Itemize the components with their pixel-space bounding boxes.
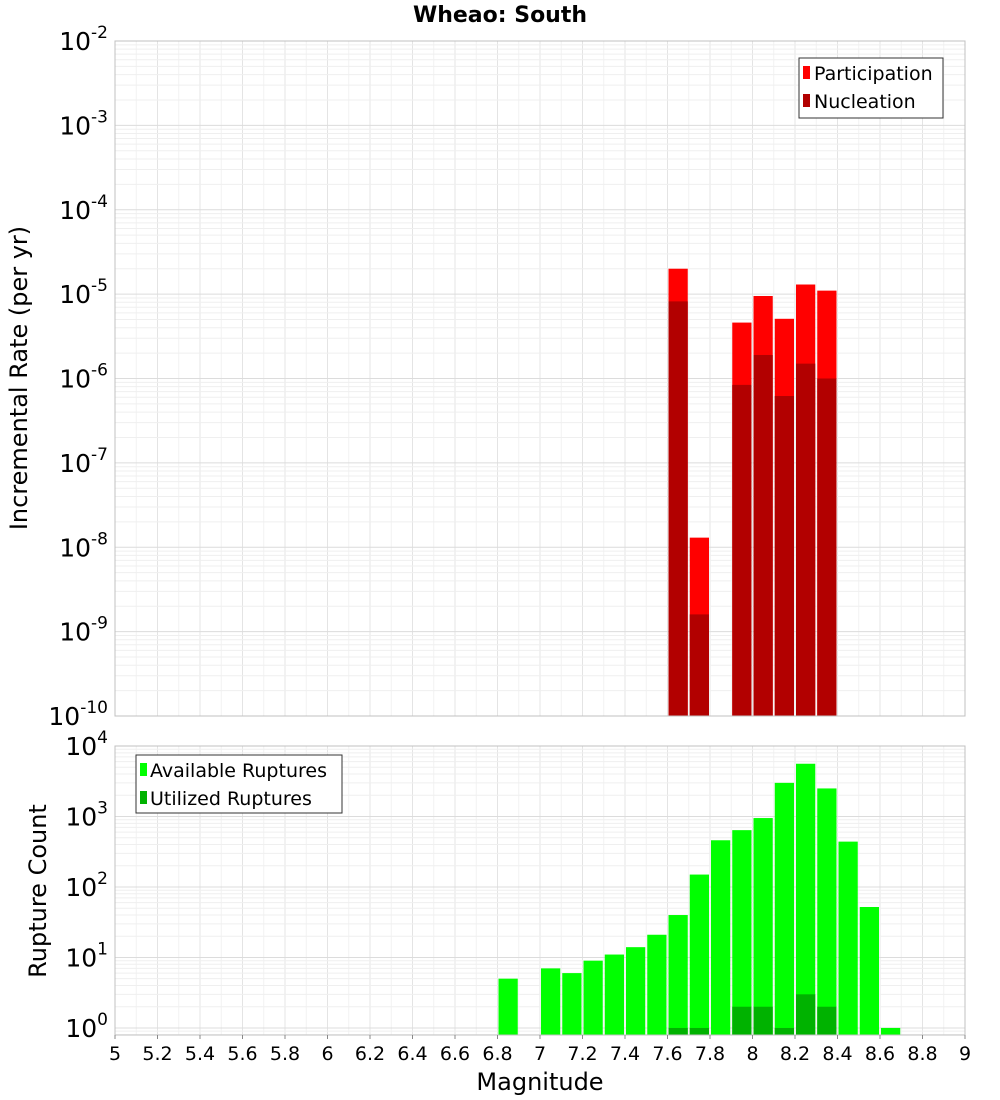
count-legend-box <box>135 754 343 814</box>
available-ruptures-bar <box>647 934 667 1035</box>
count-y-tick-label: 103 <box>65 798 108 831</box>
nucleation-bar <box>732 384 752 716</box>
x-tick-label: 8.8 <box>907 1043 937 1065</box>
rate-grid <box>114 40 966 717</box>
x-tick-label: 6.2 <box>355 1043 385 1065</box>
rate-y-tick-label: 10-10 <box>48 698 108 731</box>
available-ruptures-bar <box>541 968 561 1035</box>
utilized-swatch <box>140 791 147 804</box>
x-tick-label: 5.4 <box>185 1043 215 1065</box>
utilized-ruptures-bar <box>668 1027 688 1035</box>
utilized-ruptures-bar <box>753 1006 773 1035</box>
available-ruptures-bar <box>796 763 816 1035</box>
count-y-axis-label: Rupture Count <box>24 804 52 978</box>
utilized-ruptures-bar <box>689 1027 709 1035</box>
x-tick-label: 8.2 <box>780 1043 810 1065</box>
participation-legend-label: Participation <box>814 63 933 85</box>
available-ruptures-bar <box>668 915 688 1035</box>
available-ruptures-bar <box>689 874 709 1035</box>
available-ruptures-bar <box>498 978 518 1035</box>
rate-y-tick-label: 10-7 <box>59 445 108 478</box>
available-legend-label: Available Ruptures <box>150 760 327 782</box>
x-tick-label: 6 <box>321 1043 333 1065</box>
available-ruptures-bar <box>753 818 773 1035</box>
x-tick-label: 7.8 <box>695 1043 725 1065</box>
nucleation-legend-label: Nucleation <box>814 91 916 113</box>
rate-legend-box <box>798 57 944 119</box>
available-ruptures-bar <box>583 960 603 1035</box>
available-ruptures-bar <box>562 973 582 1035</box>
chart-title: Wheao: South <box>413 3 587 28</box>
nucleation-bar <box>753 354 773 716</box>
count-y-tick-label: 101 <box>65 939 108 972</box>
count-y-tick-label: 100 <box>65 1010 108 1043</box>
x-tick-label: 6.6 <box>440 1043 470 1065</box>
available-ruptures-bar <box>859 906 879 1035</box>
count-legend: Available Ruptures Utilized Ruptures <box>135 754 343 814</box>
utilized-ruptures-bar <box>817 1006 837 1035</box>
rate-y-tick-label: 10-6 <box>59 361 108 394</box>
x-tick-label: 8.4 <box>822 1043 852 1065</box>
rate-y-tick-label: 10-8 <box>59 529 108 562</box>
count-x-ticks: 5 5.2 5.4 5.6 5.8 6 6.2 6.4 6.6 6.8 7 7.2 7.4 7.6 7.8 8… <box>109 1035 971 1065</box>
rate-y-tick-label: 10-3 <box>59 107 108 140</box>
rate-legend: Participation Nucleation <box>798 57 944 119</box>
rate-y-tick-label: 10-4 <box>59 192 108 225</box>
x-tick-label: 6.4 <box>397 1043 427 1065</box>
x-tick-label: 8.6 <box>865 1043 895 1065</box>
x-tick-label: 6.8 <box>482 1043 512 1065</box>
nucleation-bar <box>689 614 709 716</box>
x-tick-label: 8 <box>746 1043 758 1065</box>
available-ruptures-bar <box>838 841 858 1035</box>
nucleation-swatch <box>803 94 810 107</box>
x-tick-label: 5.6 <box>227 1043 257 1065</box>
rate-y-axis-label: Incremental Rate (per yr) <box>5 226 33 530</box>
utilized-ruptures-bar <box>774 1027 794 1035</box>
available-swatch <box>140 763 147 776</box>
rate-y-tick-label: 10-2 <box>59 23 108 56</box>
available-ruptures-bar <box>817 788 837 1035</box>
available-ruptures-bar <box>604 954 624 1035</box>
x-tick-label: 7.6 <box>652 1043 682 1065</box>
x-tick-label: 7 <box>534 1043 546 1065</box>
utilized-ruptures-bar <box>796 994 816 1035</box>
x-tick-label: 7.2 <box>567 1043 597 1065</box>
rate-chart: 10-10 10-9 10-8 10-7 10-6 10-5 10-4 10-3 10-2 In… <box>5 23 966 731</box>
x-tick-label: 7.4 <box>610 1043 640 1065</box>
x-tick-label: 5.2 <box>142 1043 172 1065</box>
utilized-legend-label: Utilized Ruptures <box>150 788 312 810</box>
nucleation-bar <box>796 363 816 716</box>
utilized-ruptures-bar <box>732 1006 752 1035</box>
available-ruptures-bar <box>626 947 646 1035</box>
x-tick-label: 9 <box>959 1043 971 1065</box>
count-chart: 100 101 102 103 104 5 5.2 5.4 5.6 5.8 6 6.2 6.4 6.6 6… <box>24 728 971 1096</box>
participation-swatch <box>803 66 810 79</box>
count-bars <box>498 763 901 1035</box>
rate-y-ticks: 10-10 10-9 10-8 10-7 10-6 10-5 10-4 10-3 10-2 <box>48 23 108 731</box>
nucleation-bar <box>668 301 688 716</box>
count-y-tick-label: 104 <box>65 728 108 761</box>
nucleation-bar <box>817 378 837 716</box>
nucleation-bar <box>774 396 794 716</box>
rate-y-tick-label: 10-9 <box>59 614 108 647</box>
rate-y-tick-label: 10-5 <box>59 276 108 309</box>
rate-bars <box>668 268 837 716</box>
x-tick-label: 5 <box>109 1043 121 1065</box>
available-ruptures-bar <box>881 1027 901 1035</box>
available-ruptures-bar <box>711 840 731 1035</box>
x-axis-label: Magnitude <box>476 1068 603 1096</box>
available-ruptures-bar <box>774 782 794 1035</box>
x-tick-label: 5.8 <box>270 1043 300 1065</box>
available-ruptures-bar <box>732 830 752 1035</box>
rate-plot-border <box>114 40 966 717</box>
count-y-tick-label: 102 <box>65 869 108 902</box>
count-y-ticks: 100 101 102 103 104 <box>65 728 108 1043</box>
